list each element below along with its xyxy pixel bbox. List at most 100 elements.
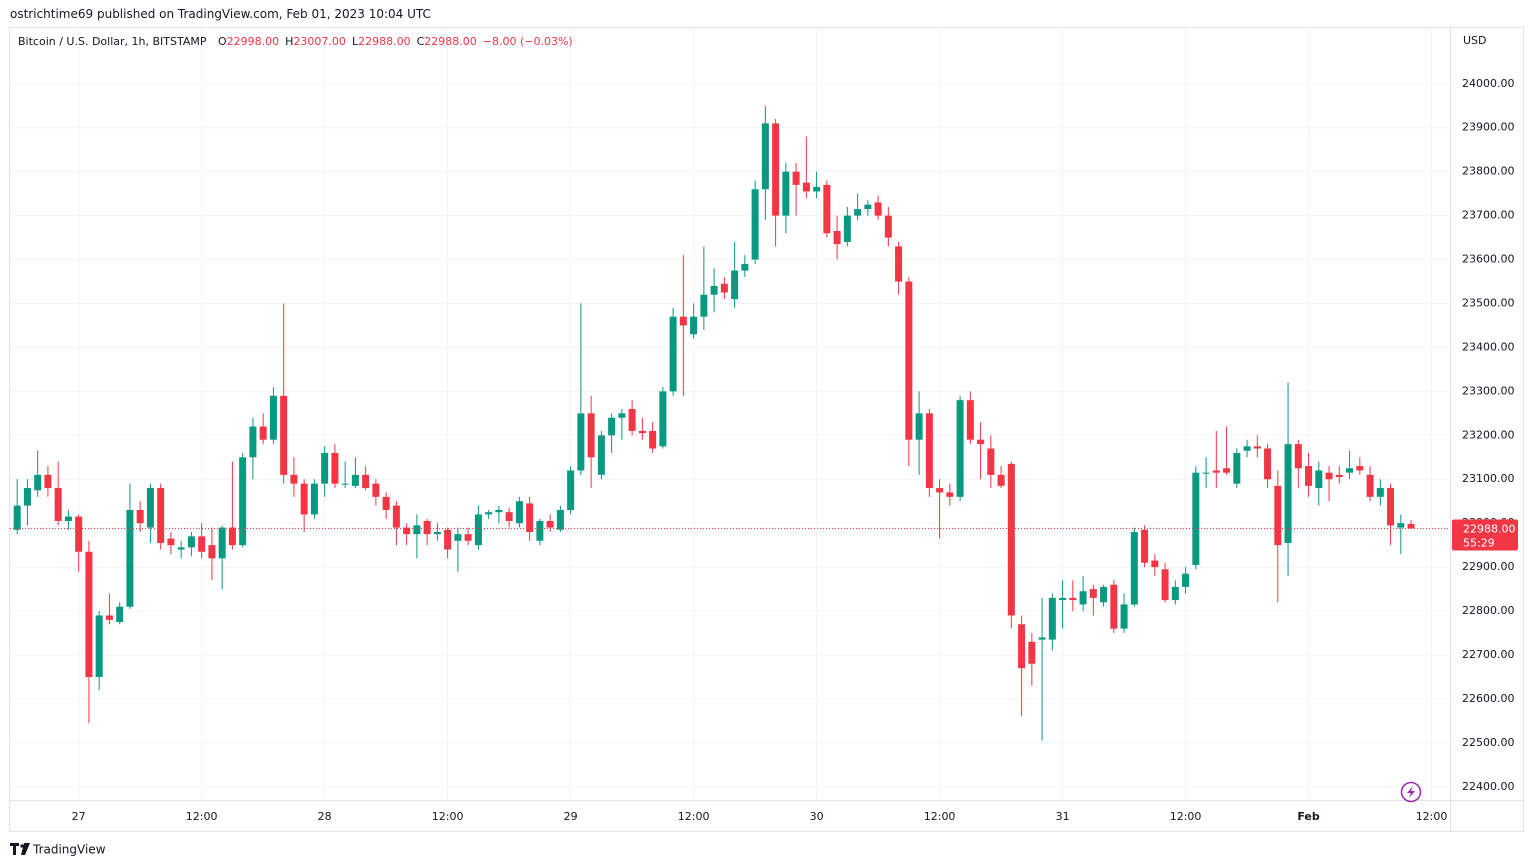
y-tick-label: 24000.00 bbox=[1462, 77, 1515, 90]
candle-body bbox=[13, 505, 21, 530]
candle-body bbox=[608, 417, 616, 436]
candle-body bbox=[116, 606, 124, 623]
candle-body bbox=[731, 270, 739, 300]
y-tick-label: 23900.00 bbox=[1462, 121, 1515, 134]
x-tick-label: 29 bbox=[564, 810, 578, 823]
candle-body bbox=[792, 171, 800, 185]
candle-body bbox=[1376, 488, 1384, 497]
candle-body bbox=[823, 184, 831, 234]
legend-value: 22998.00 bbox=[226, 35, 280, 48]
candle-body bbox=[587, 413, 595, 458]
y-tick-label: 23800.00 bbox=[1462, 165, 1515, 178]
candle-body bbox=[75, 516, 83, 552]
candle-body bbox=[105, 615, 113, 620]
candle-body bbox=[1059, 597, 1067, 601]
candles bbox=[10, 105, 1450, 741]
x-tick-label: 12:00 bbox=[186, 810, 218, 823]
x-tick-label: 12:00 bbox=[1416, 810, 1448, 823]
candle-body bbox=[1151, 560, 1159, 568]
x-tick-label: 31 bbox=[1056, 810, 1070, 823]
candle-body bbox=[1202, 472, 1210, 474]
candle-body bbox=[761, 123, 769, 190]
candle-body bbox=[936, 488, 944, 493]
candle-body bbox=[854, 209, 862, 216]
candle-body bbox=[1007, 463, 1015, 616]
x-tick-label: 12:00 bbox=[1170, 810, 1202, 823]
candle-body bbox=[495, 510, 503, 513]
candle-body bbox=[546, 520, 554, 528]
currency: USD bbox=[1463, 34, 1487, 47]
y-tick-label: 23700.00 bbox=[1462, 209, 1515, 222]
candle-body bbox=[85, 551, 93, 677]
candle-body bbox=[1274, 485, 1282, 546]
candle-body bbox=[1182, 573, 1190, 587]
candle-body bbox=[454, 534, 462, 541]
candle-body bbox=[351, 474, 359, 486]
candle-body bbox=[1028, 641, 1036, 664]
candle-body bbox=[157, 488, 165, 543]
candle-body bbox=[249, 426, 257, 458]
candle-body bbox=[167, 538, 175, 546]
candle-body bbox=[1233, 452, 1241, 484]
y-tick-label: 22700.00 bbox=[1462, 648, 1515, 661]
candle-body bbox=[556, 510, 564, 530]
candle-body bbox=[1264, 448, 1272, 480]
candle-body bbox=[987, 448, 995, 475]
candle-body bbox=[997, 474, 1005, 486]
candle-body bbox=[34, 474, 42, 491]
candle-body bbox=[464, 534, 472, 541]
candle-body bbox=[1253, 446, 1261, 449]
candle-body bbox=[874, 202, 882, 216]
candle-body bbox=[64, 516, 72, 521]
candle-body bbox=[1038, 637, 1046, 640]
candle-body bbox=[946, 492, 954, 497]
candle-body bbox=[751, 189, 759, 260]
candle-body bbox=[413, 525, 421, 535]
candle-body bbox=[474, 514, 482, 546]
y-tick-label: 22500.00 bbox=[1462, 736, 1515, 749]
candle-body bbox=[536, 520, 544, 541]
candle-body bbox=[710, 285, 718, 295]
candle-body bbox=[1171, 586, 1179, 601]
candle-body bbox=[628, 408, 636, 431]
y-tick-label: 23600.00 bbox=[1462, 253, 1515, 266]
y-tick-label: 23200.00 bbox=[1462, 428, 1515, 441]
candle-body bbox=[485, 512, 493, 515]
candle-body bbox=[269, 395, 277, 440]
candle-body bbox=[54, 488, 62, 521]
candle-body bbox=[1325, 472, 1333, 480]
candle-body bbox=[44, 474, 52, 489]
candle-body bbox=[577, 413, 585, 471]
candle-body bbox=[772, 123, 780, 216]
candle-body bbox=[300, 483, 308, 515]
candle-body bbox=[208, 545, 216, 559]
candle-body bbox=[977, 439, 985, 445]
last-price-tag bbox=[1452, 519, 1518, 551]
candle-body bbox=[177, 547, 185, 550]
candle-body bbox=[741, 263, 749, 271]
candle-body bbox=[341, 483, 349, 485]
candle-body bbox=[392, 505, 400, 528]
lightning-icon[interactable] bbox=[1400, 781, 1422, 803]
candle-body bbox=[136, 510, 144, 524]
x-tick-label: 12:00 bbox=[432, 810, 464, 823]
candle-body bbox=[526, 503, 534, 532]
candle-body bbox=[228, 527, 236, 546]
candle-body bbox=[1048, 597, 1056, 640]
candle-body bbox=[23, 488, 31, 506]
candle-body bbox=[1284, 444, 1292, 543]
candle-body bbox=[433, 531, 441, 535]
candle-body bbox=[1407, 524, 1415, 529]
legend-value: 22988.00 bbox=[424, 35, 477, 48]
legend-value: 23007.00 bbox=[293, 35, 346, 48]
candle-body bbox=[310, 483, 318, 515]
candle-body bbox=[1335, 474, 1343, 478]
candle-body bbox=[1243, 446, 1251, 451]
grid bbox=[10, 28, 1450, 800]
x-tick-label: Feb bbox=[1297, 810, 1320, 823]
candle-body bbox=[833, 230, 841, 245]
candle-body bbox=[1089, 589, 1097, 598]
candle-body bbox=[669, 316, 677, 392]
candle-body bbox=[187, 536, 195, 548]
